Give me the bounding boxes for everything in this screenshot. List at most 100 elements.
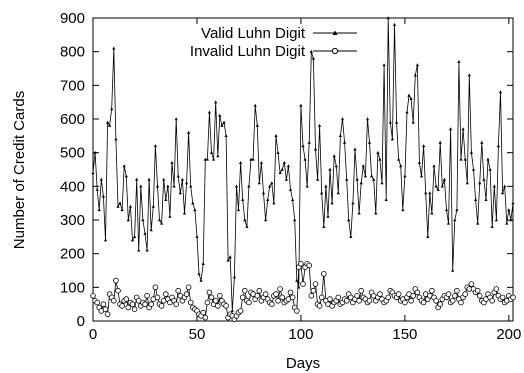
data-point [137, 248, 141, 252]
data-point [343, 297, 350, 304]
data-point [498, 90, 503, 94]
data-point [193, 208, 197, 212]
data-point [220, 123, 224, 127]
data-point [424, 191, 428, 195]
data-point [183, 291, 190, 297]
data-point [274, 134, 278, 137]
data-point [203, 157, 207, 161]
data-point [234, 184, 239, 188]
data-point [162, 177, 166, 181]
data-point [501, 191, 505, 195]
data-point [326, 214, 330, 218]
data-point [144, 292, 150, 299]
data-point [166, 184, 170, 188]
data-point [446, 221, 451, 225]
data-point [148, 301, 155, 308]
data-point [200, 309, 207, 316]
data-point [320, 271, 327, 277]
data-point [461, 127, 465, 131]
data-point [482, 177, 486, 181]
data-point [90, 292, 96, 299]
data-point [388, 120, 392, 124]
data-point [243, 218, 247, 222]
data-point [345, 177, 349, 181]
data-point [130, 238, 135, 242]
data-point [123, 296, 130, 302]
data-point [471, 167, 476, 171]
data-point [370, 174, 374, 178]
data-point [289, 294, 296, 301]
data-point [222, 120, 226, 124]
data-point [361, 164, 365, 168]
data-point [145, 248, 149, 252]
y-tick-label: 300 [60, 212, 85, 229]
data-point [114, 137, 118, 141]
data-point [270, 181, 274, 185]
data-point [142, 301, 148, 308]
data-point [434, 184, 438, 188]
data-point [128, 204, 132, 208]
data-point [505, 221, 509, 225]
data-point [457, 60, 461, 63]
data-point [428, 191, 432, 195]
data-point [112, 46, 116, 50]
data-point [295, 278, 299, 282]
y-axis: 0 100 200 300 400 500 600 700 800 900 [60, 10, 513, 330]
data-point [135, 177, 139, 181]
data-point [438, 140, 442, 144]
data-point [318, 123, 322, 127]
data-point [488, 167, 492, 171]
data-point [268, 184, 272, 188]
data-point [255, 123, 259, 127]
data-point [217, 292, 223, 299]
data-point [376, 150, 380, 154]
y-tick-label: 100 [60, 279, 85, 296]
data-point [510, 294, 516, 301]
x-axis-title: Days [286, 355, 320, 372]
data-point [347, 218, 351, 222]
data-point [363, 174, 367, 178]
data-point [103, 238, 108, 242]
y-tick-label: 400 [60, 178, 85, 195]
data-point [247, 184, 251, 188]
data-point [474, 287, 481, 294]
data-point [212, 297, 219, 304]
data-point [209, 150, 214, 154]
data-point [287, 289, 294, 296]
data-point [451, 268, 455, 272]
data-point [97, 208, 101, 212]
data-point [113, 277, 119, 284]
data-point [125, 304, 132, 311]
data-point [129, 301, 136, 308]
legend: Valid Luhn Digit Invalid Luhn Digit [190, 25, 357, 60]
data-point [449, 297, 456, 304]
data-point [204, 299, 211, 306]
data-point [437, 301, 444, 308]
y-tick-label: 800 [60, 44, 85, 61]
data-point [429, 287, 435, 294]
data-point [343, 140, 347, 144]
y-tick-label: 500 [60, 145, 85, 162]
data-point [372, 177, 376, 181]
data-point [118, 201, 122, 205]
data-point [449, 127, 453, 131]
data-point [120, 208, 124, 212]
data-point [353, 147, 357, 151]
data-point [151, 204, 155, 208]
data-point [306, 262, 313, 269]
data-point [230, 309, 234, 313]
data-point [286, 164, 290, 168]
data-point [152, 284, 159, 291]
data-point [300, 281, 306, 287]
x-tick-label: 100 [288, 326, 313, 343]
data-point [149, 228, 153, 232]
data-point [324, 184, 328, 188]
data-point [395, 120, 399, 124]
legend-marker-valid [332, 30, 338, 35]
data-point [507, 208, 511, 212]
data-point [218, 113, 222, 117]
data-point [259, 161, 263, 164]
data-point [411, 120, 415, 124]
data-point [365, 117, 370, 121]
data-point [155, 184, 160, 188]
